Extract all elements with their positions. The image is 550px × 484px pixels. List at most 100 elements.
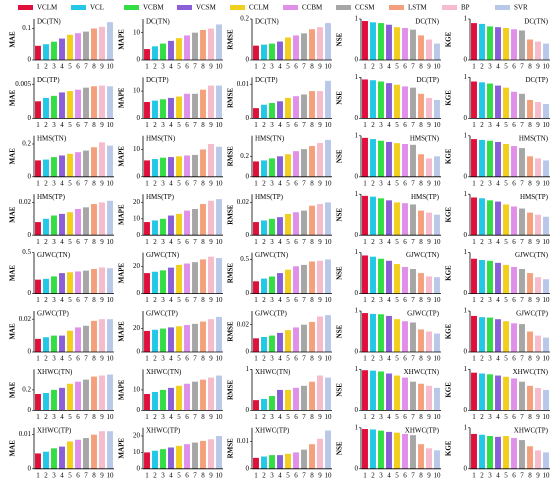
panel-title: DC(TP) <box>255 76 278 84</box>
x-tick-label: 1 <box>254 238 258 246</box>
bar <box>253 45 259 60</box>
bar <box>519 269 525 294</box>
y-tick-label: 1 <box>464 365 468 373</box>
x-tick-label: 5 <box>286 413 290 421</box>
bar <box>51 335 57 352</box>
bar <box>418 383 424 411</box>
x-tick-label: 9 <box>318 238 322 246</box>
x-tick-label: 7 <box>302 413 306 421</box>
x-tick-label: 8 <box>528 355 532 363</box>
bar <box>471 372 477 411</box>
bar <box>527 331 533 352</box>
bar <box>184 35 190 60</box>
bar <box>51 276 57 294</box>
x-tick-label: 1 <box>254 355 258 363</box>
panel-title: DC(TN) <box>146 18 170 26</box>
bar <box>309 146 315 177</box>
x-tick-label: 2 <box>44 413 48 421</box>
bar <box>253 338 259 352</box>
bar <box>83 270 89 294</box>
x-tick-label: 3 <box>161 238 165 246</box>
x-tick-label: 8 <box>201 413 205 421</box>
x-tick-label: 3 <box>488 179 492 187</box>
x-tick-label: 1 <box>472 355 476 363</box>
x-tick-label: 9 <box>427 63 431 71</box>
y-tick-label: 0 <box>137 289 141 297</box>
x-tick-label: 5 <box>395 238 399 246</box>
x-tick-label: 6 <box>185 238 189 246</box>
bar <box>83 150 89 177</box>
panel-title: HMS(TP) <box>411 193 440 201</box>
x-tick-label: 6 <box>185 471 189 479</box>
bar <box>253 108 259 119</box>
panel-title: HMS(TP) <box>520 193 549 201</box>
bar <box>317 316 323 352</box>
y-tick-label: 20 <box>133 432 141 440</box>
bar <box>43 44 49 60</box>
x-tick-label: 7 <box>302 471 306 479</box>
bar <box>434 156 440 177</box>
bar <box>277 389 283 411</box>
x-tick-label: 7 <box>193 121 197 129</box>
x-tick-label: 5 <box>68 238 72 246</box>
x-tick-label: 5 <box>177 121 181 129</box>
x-tick-label: 1 <box>145 355 149 363</box>
y-tick-label: 1 <box>355 248 359 256</box>
x-tick-label: 4 <box>387 179 391 187</box>
bar <box>160 389 166 411</box>
bar <box>51 95 57 119</box>
x-tick-label: 10 <box>325 179 333 187</box>
x-tick-label: 8 <box>310 121 314 129</box>
x-tick-label: 4 <box>169 413 173 421</box>
y-axis-label: RMSE <box>227 204 235 225</box>
y-tick-label: 0 <box>246 172 250 180</box>
bar <box>200 204 206 236</box>
bar <box>285 37 291 60</box>
x-tick-label: 4 <box>278 413 282 421</box>
bar <box>519 148 525 177</box>
y-tick-label: 0 <box>355 289 359 297</box>
bar <box>192 262 198 294</box>
y-tick-label: 0 <box>28 56 32 64</box>
y-tick-label: 0.01 <box>237 80 250 88</box>
x-tick-label: 1 <box>363 63 367 71</box>
bar <box>479 198 485 236</box>
x-tick-label: 10 <box>434 63 442 71</box>
bar <box>479 434 485 469</box>
bar <box>192 323 198 352</box>
x-tick-label: 4 <box>387 413 391 421</box>
panel-title: DC(TN) <box>524 18 548 26</box>
bar <box>386 200 392 236</box>
x-tick-label: 7 <box>302 121 306 129</box>
bar <box>35 279 41 294</box>
bar <box>253 400 259 411</box>
bar <box>479 139 485 177</box>
x-tick-label: 4 <box>387 121 391 129</box>
y-tick-label: 0 <box>137 172 141 180</box>
bar <box>184 325 190 352</box>
bar <box>325 315 331 352</box>
bar <box>402 28 408 60</box>
x-tick-label: 8 <box>201 238 205 246</box>
legend-label: BP <box>461 4 470 12</box>
bar <box>107 200 113 236</box>
bar <box>107 319 113 352</box>
x-tick-label: 8 <box>310 179 314 187</box>
bar <box>35 394 41 411</box>
bar <box>208 144 214 177</box>
x-tick-label: 4 <box>387 296 391 304</box>
bar <box>503 87 509 119</box>
bar <box>394 319 400 352</box>
panel-title: XHWC(TP) <box>405 426 440 434</box>
bar <box>67 153 73 177</box>
x-tick-label: 4 <box>496 413 500 421</box>
x-tick-label: 8 <box>310 238 314 246</box>
legend-swatch <box>389 5 404 10</box>
bar <box>200 89 206 119</box>
y-tick-label: 10 <box>133 87 141 95</box>
bar <box>168 447 174 469</box>
bar <box>402 433 408 469</box>
x-tick-label: 6 <box>76 355 80 363</box>
bar <box>107 86 113 119</box>
bar <box>168 267 174 294</box>
